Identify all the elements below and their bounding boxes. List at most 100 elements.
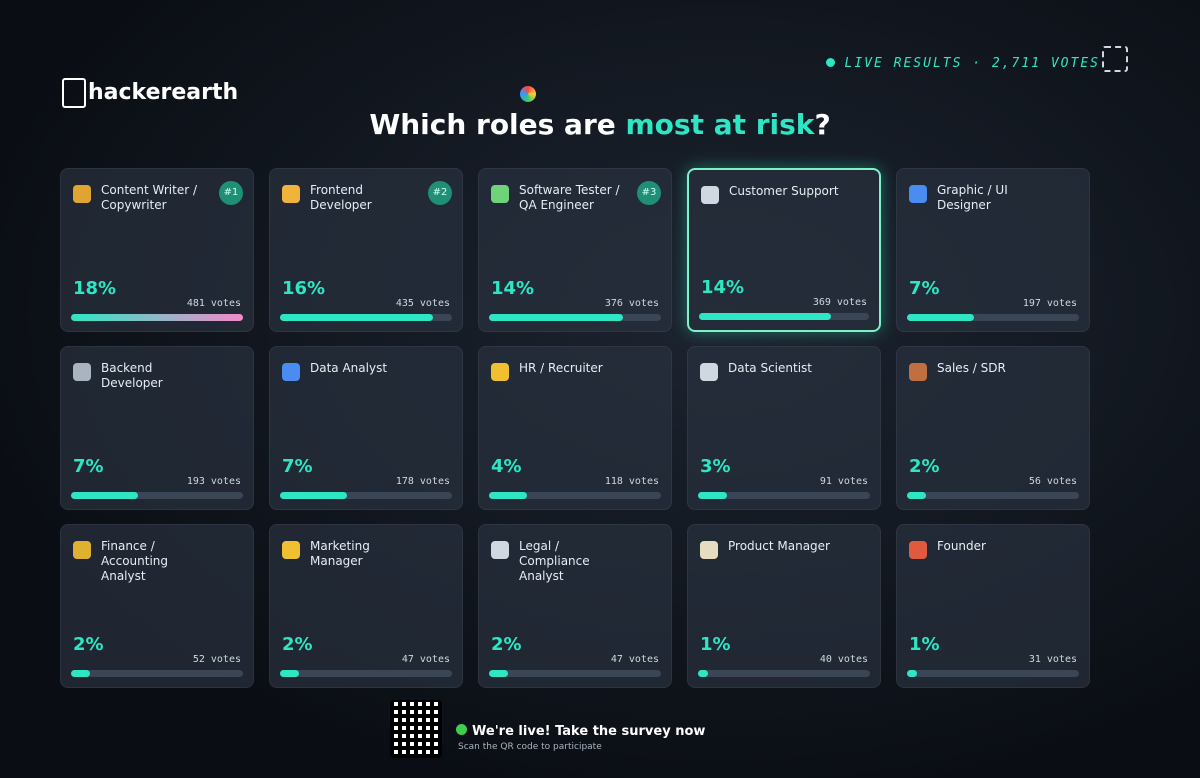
progress-bar xyxy=(907,314,974,321)
role-name: Finance / Accounting Analyst xyxy=(101,539,169,583)
votes: 52 votes xyxy=(192,654,241,665)
role-card: HR / Recruiter 4% 118 votes xyxy=(478,346,672,510)
percent: 7% xyxy=(282,456,313,477)
votes: 56 votes xyxy=(1028,476,1077,487)
role-name: Content Writer / Copywriter xyxy=(101,183,198,212)
cards-grid: Content Writer / Copywriter #1 18% 481 vote… xyxy=(60,168,1090,688)
role-name: HR / Recruiter xyxy=(519,361,603,375)
role-name: Data Scientist xyxy=(728,361,812,375)
role-card: Product Manager 1% 40 votes xyxy=(687,524,881,688)
progress-bar xyxy=(489,670,509,677)
progress-bar xyxy=(71,492,138,499)
role-name: Legal / Compliance Analyst xyxy=(519,539,590,583)
percent: 2% xyxy=(73,634,104,655)
percent: 18% xyxy=(73,278,117,299)
progress-track xyxy=(71,492,243,499)
percent: 2% xyxy=(909,456,940,477)
color-dot xyxy=(520,86,536,102)
role-name: Graphic / UI Designer xyxy=(937,183,1008,212)
percent: 2% xyxy=(491,634,522,655)
votes: 40 votes xyxy=(819,654,868,665)
role-name: Backend Developer xyxy=(101,361,163,390)
votes: 31 votes xyxy=(1028,654,1077,665)
progress-bar xyxy=(71,670,91,677)
role-card: Frontend Developer #2 16% 435 votes xyxy=(269,168,463,332)
percent: 2% xyxy=(282,634,313,655)
fullscreen-button[interactable] xyxy=(1102,46,1128,72)
role-card: Data Scientist 3% 91 votes xyxy=(687,346,881,510)
logo: hackerearth xyxy=(62,78,238,108)
progress-track xyxy=(698,492,870,499)
percent: 4% xyxy=(491,456,522,477)
percent: 7% xyxy=(909,278,940,299)
progress-bar xyxy=(907,670,917,677)
progress-track xyxy=(489,670,661,677)
progress-track xyxy=(907,492,1079,499)
votes: 47 votes xyxy=(401,654,450,665)
progress-bar xyxy=(489,314,623,321)
votes: 197 votes xyxy=(1022,298,1077,309)
role-card: Sales / SDR 2% 56 votes xyxy=(896,346,1090,510)
live-status: LIVE RESULTS · 2,711 VOTES xyxy=(826,56,1101,71)
progress-track xyxy=(71,670,243,677)
progress-bar xyxy=(71,314,243,321)
rank-badge: #2 xyxy=(428,181,452,205)
role-card: Founder 1% 31 votes xyxy=(896,524,1090,688)
progress-track xyxy=(280,492,452,499)
rank-badge: #1 xyxy=(219,181,243,205)
progress-bar xyxy=(698,670,708,677)
progress-bar xyxy=(489,492,528,499)
cta: We're live! Take the survey now xyxy=(456,724,705,739)
role-card: Graphic / UI Designer 7% 197 votes xyxy=(896,168,1090,332)
votes: 481 votes xyxy=(186,298,241,309)
role-card: Content Writer / Copywriter #1 18% 481 vote… xyxy=(60,168,254,332)
votes: 91 votes xyxy=(819,476,868,487)
role-icon xyxy=(73,363,91,381)
role-card: Legal / Compliance Analyst 2% 47 votes xyxy=(478,524,672,688)
qr-code xyxy=(390,700,442,758)
role-card: Customer Support 14% 369 votes xyxy=(687,168,881,332)
progress-track xyxy=(489,492,661,499)
role-card: Marketing Manager 2% 47 votes xyxy=(269,524,463,688)
cta-sub: Scan the QR code to participate xyxy=(458,742,602,752)
title-end: ? xyxy=(814,108,831,141)
progress-bar xyxy=(699,313,832,320)
percent: 16% xyxy=(282,278,326,299)
role-icon xyxy=(909,363,927,381)
progress-track xyxy=(907,670,1079,677)
title: Which roles are most at risk? xyxy=(0,108,1200,141)
role-icon xyxy=(282,185,300,203)
progress-bar xyxy=(698,492,727,499)
votes: 369 votes xyxy=(812,297,867,308)
votes: 178 votes xyxy=(395,476,450,487)
role-name: Frontend Developer xyxy=(310,183,372,212)
progress-track xyxy=(698,670,870,677)
role-icon xyxy=(73,185,91,203)
progress-bar xyxy=(280,492,347,499)
progress-track xyxy=(907,314,1079,321)
votes: 435 votes xyxy=(395,298,450,309)
role-icon xyxy=(701,186,719,204)
role-name: Sales / SDR xyxy=(937,361,1006,375)
role-card: Software Tester / QA Engineer #3 14% 376 vo… xyxy=(478,168,672,332)
role-card: Finance / Accounting Analyst 2% 52 votes xyxy=(60,524,254,688)
role-name: Software Tester / QA Engineer xyxy=(519,183,620,212)
percent: 7% xyxy=(73,456,104,477)
role-icon xyxy=(909,185,927,203)
votes: 47 votes xyxy=(610,654,659,665)
role-name: Customer Support xyxy=(729,184,839,198)
role-icon xyxy=(282,363,300,381)
role-icon xyxy=(282,541,300,559)
votes: 118 votes xyxy=(604,476,659,487)
progress-bar xyxy=(907,492,927,499)
rank-badge: #3 xyxy=(637,181,661,205)
progress-bar xyxy=(280,314,433,321)
percent: 14% xyxy=(491,278,535,299)
role-name: Founder xyxy=(937,539,986,553)
role-icon xyxy=(700,363,718,381)
percent: 3% xyxy=(700,456,731,477)
role-card: Backend Developer 7% 193 votes xyxy=(60,346,254,510)
role-icon xyxy=(491,185,509,203)
role-name: Product Manager xyxy=(728,539,830,553)
